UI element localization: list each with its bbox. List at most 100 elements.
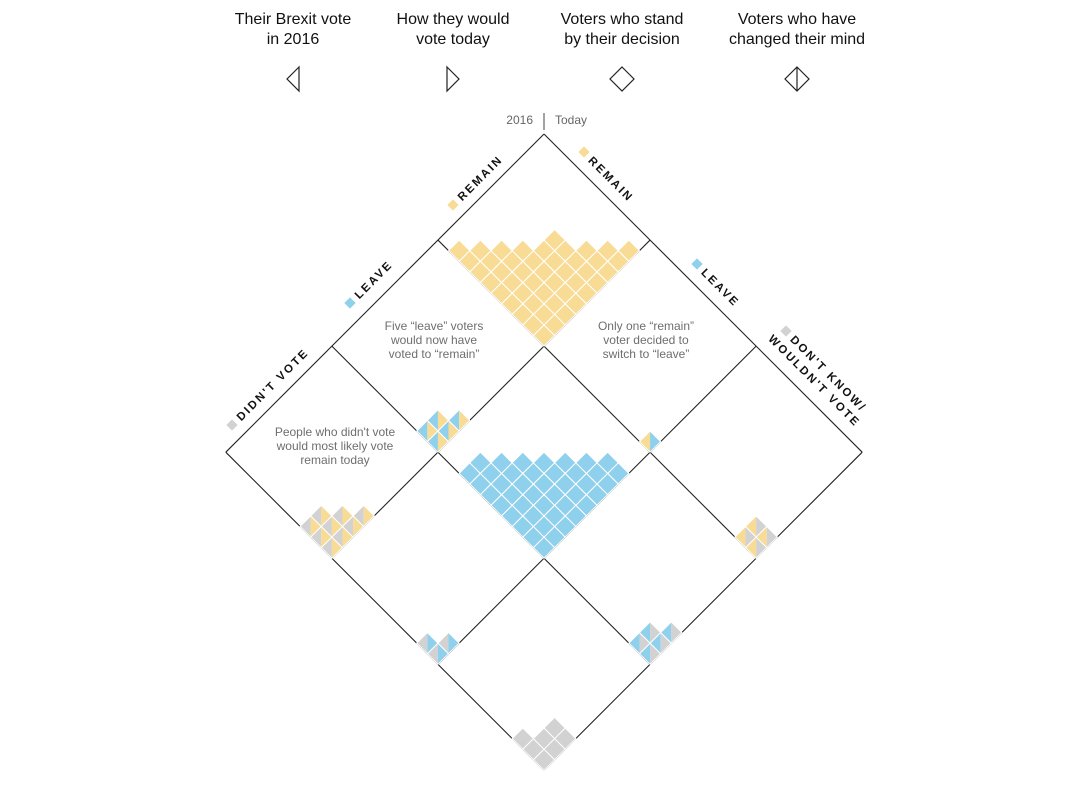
legend-item-2016-vote: Their Brexit vote in 2016 (193, 10, 393, 94)
legend-label: Voters who have changed their mind (728, 11, 866, 48)
voter-tile-left-half (437, 420, 449, 442)
voter-tile-right-half (459, 409, 470, 431)
leave-swatch (691, 258, 703, 270)
row-label-didnt-vote: DIDN'T VOTE (226, 347, 312, 431)
annotation-line: voted to “remain” (389, 347, 480, 361)
voter-tile (447, 239, 471, 262)
voter-tile-right-half (437, 409, 449, 431)
voter-tile-left-half (331, 526, 343, 548)
voter-tile-right-half (639, 632, 651, 654)
voter-tile-right-half (448, 632, 460, 654)
annotation-leave-to-remain: Five “leave” voters would now have voted… (385, 319, 484, 361)
voter-tile-right-half (766, 526, 778, 548)
voter-tile-right-half (321, 526, 332, 548)
voter-tile-left-half (639, 621, 651, 644)
voter-tile-left-half (650, 632, 661, 654)
voter-tile (532, 451, 556, 475)
voter-tile-right-half (437, 430, 449, 453)
voter-tile-left-half (448, 409, 460, 431)
voter-tile-right-half (650, 643, 661, 665)
annotation-line: would now have (390, 333, 477, 347)
left-triangle-icon (286, 65, 300, 93)
voter-tile (596, 239, 619, 262)
voter-tile-right-half (448, 420, 460, 442)
voter-tile-right-half (650, 621, 661, 644)
split-diamond-icon (784, 66, 810, 92)
annotation-line: Five “leave” voters (385, 319, 484, 333)
voter-tile-right-half (660, 632, 672, 654)
cell-group (628, 621, 683, 666)
cell-group (458, 451, 630, 559)
voter-tile-outline (638, 621, 662, 644)
voter-tile-right-half (671, 621, 682, 644)
voter-tile-left-half (639, 643, 651, 665)
voter-tile-outline (638, 430, 662, 453)
voter-tile-right-half (321, 505, 332, 527)
voter-tile-right-half (427, 632, 438, 654)
voter-tile-outline (309, 504, 333, 528)
voter-tile (575, 451, 598, 475)
row-label-remain-text: REMAIN (456, 154, 506, 204)
annotation-line: remain today (300, 453, 369, 467)
row-label-leave-text: LEAVE (353, 259, 396, 302)
voter-tile-outline (416, 631, 439, 655)
annotation-remain-to-leave: Only one “remain” voter decided to switc… (598, 319, 694, 361)
voter-tile-left-half (660, 621, 672, 644)
voter-tile-left-half (756, 526, 767, 548)
annotation-line: People who didn't vote (275, 425, 396, 439)
voter-tile-left-half (745, 515, 757, 538)
diamond-icon (609, 66, 635, 92)
annotation-line: switch to “leave” (603, 347, 690, 361)
cell-group (299, 504, 375, 559)
grid-line (543, 133, 863, 453)
voter-tile-left-half (745, 537, 757, 559)
voter-tile-left-half (321, 515, 332, 538)
voter-tile-right-half (363, 505, 375, 527)
col-label-dont-know: DON'T KNOW/ WOULDN'T VOTE (765, 325, 868, 430)
grid-line (225, 133, 545, 453)
voter-tile-right-half (331, 537, 343, 559)
voter-tile-outline (447, 409, 471, 432)
voter-tile-left-half (416, 632, 428, 654)
voter-tile-outline (659, 621, 683, 644)
voter-tile-right-half (756, 537, 767, 559)
col-label-leave: LEAVE (691, 258, 741, 310)
voter-tile (469, 239, 492, 262)
voter-tile-left-half (639, 430, 651, 453)
voter-tile-left-half (734, 526, 746, 548)
voter-tile (490, 239, 513, 262)
voter-tile (575, 239, 598, 262)
voter-tile-right-half (427, 420, 438, 442)
legend-label: Voters who stand by their decision (560, 11, 684, 48)
row-label-leave: LEAVE (344, 259, 396, 309)
voter-tile-left-half (331, 505, 343, 527)
voter-tile-left-half (416, 420, 428, 442)
legend-label: Their Brexit vote in 2016 (234, 11, 352, 48)
tiles (299, 228, 779, 772)
voter-tile-left-half (437, 632, 449, 654)
axis-label-2016: 2016 (506, 113, 533, 127)
cell-group (638, 430, 662, 453)
voter-tile (511, 727, 535, 750)
legend-label: How they would vote today (396, 11, 510, 48)
cell-group (416, 409, 471, 453)
annotation-nonvoters: People who didn't vote would most likely… (275, 425, 396, 467)
col-label-remain-text: REMAIN (585, 155, 635, 205)
cell-group (734, 515, 779, 559)
voter-tile (511, 239, 535, 262)
grid-line (225, 451, 545, 771)
leave-swatch (344, 297, 356, 309)
voter-tile-right-half (745, 526, 757, 548)
voter-tile-left-half (300, 515, 311, 538)
voter-tile-left-half (427, 430, 438, 453)
voter-tile (617, 239, 641, 262)
voter-tile-outline (352, 504, 375, 528)
axis-label-today: Today (555, 113, 587, 127)
voter-tile-right-half (650, 430, 661, 453)
voter-tile-outline (437, 631, 460, 655)
voter-tile-left-half (353, 505, 364, 527)
voter-tile-left-half (321, 537, 332, 559)
voter-tile (543, 716, 566, 740)
voter-tile-left-half (628, 632, 640, 654)
voter-tile (553, 451, 577, 475)
